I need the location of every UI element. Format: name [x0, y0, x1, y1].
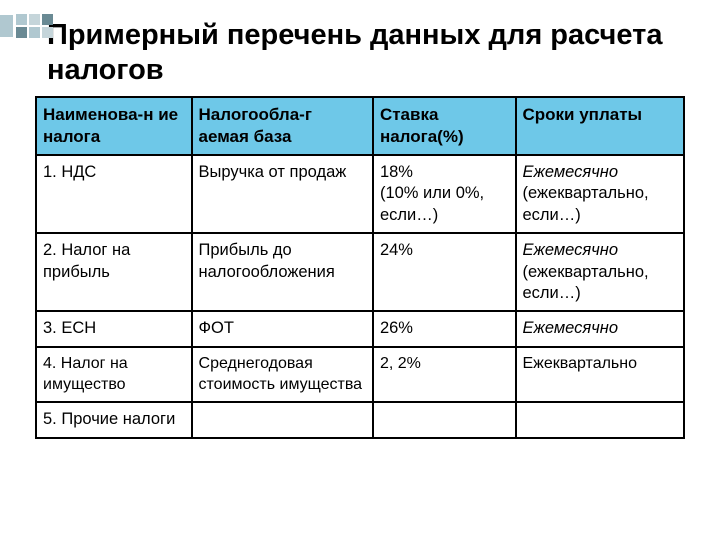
col-header-period: Сроки уплаты: [516, 97, 685, 155]
col-header-rate: Ставка налога(%): [373, 97, 516, 155]
col-header-base: Налогообла-г аемая база: [192, 97, 373, 155]
cell-name: 4. Налог на имущество: [36, 347, 192, 403]
table-header-row: Наименова-н ие налога Налогообла-г аемая…: [36, 97, 684, 155]
cell-rate: 24%: [373, 233, 516, 311]
cell-name: 2. Налог на прибыль: [36, 233, 192, 311]
slide-decoration: [0, 14, 53, 38]
cell-base: ФОТ: [192, 311, 373, 346]
cell-name: 1. НДС: [36, 155, 192, 233]
cell-base: Среднегодовая стоимость имущества: [192, 347, 373, 403]
cell-rate: 18% (10% или 0%, если…): [373, 155, 516, 233]
cell-rate: [373, 402, 516, 437]
tax-table-container: Наименова-н ие налога Налогообла-г аемая…: [35, 96, 685, 439]
cell-name: 5. Прочие налоги: [36, 402, 192, 437]
cell-name: 3. ЕСН: [36, 311, 192, 346]
slide-title: Примерный перечень данных для расчета на…: [35, 18, 685, 88]
cell-period: Ежемесячно (ежеквартально, если…): [516, 233, 685, 311]
table-row: 2. Налог на прибыль Прибыль до налогообл…: [36, 233, 684, 311]
cell-period: [516, 402, 685, 437]
cell-base: Выручка от продаж: [192, 155, 373, 233]
cell-rate: 26%: [373, 311, 516, 346]
cell-rate: 2, 2%: [373, 347, 516, 403]
tax-table: Наименова-н ие налога Налогообла-г аемая…: [35, 96, 685, 439]
table-body: 1. НДС Выручка от продаж 18% (10% или 0%…: [36, 155, 684, 438]
table-row: 3. ЕСН ФОТ 26% Ежемесячно: [36, 311, 684, 346]
col-header-name: Наименова-н ие налога: [36, 97, 192, 155]
cell-period: Ежемесячно: [516, 311, 685, 346]
table-row: 5. Прочие налоги: [36, 402, 684, 437]
cell-base: [192, 402, 373, 437]
deco-bar: [0, 15, 13, 37]
cell-period: Ежемесячно (ежеквартально, если…): [516, 155, 685, 233]
cell-base: Прибыль до налогообложения: [192, 233, 373, 311]
table-row: 1. НДС Выручка от продаж 18% (10% или 0%…: [36, 155, 684, 233]
cell-period: Ежеквартально: [516, 347, 685, 403]
table-row: 4. Налог на имущество Среднегодовая стои…: [36, 347, 684, 403]
